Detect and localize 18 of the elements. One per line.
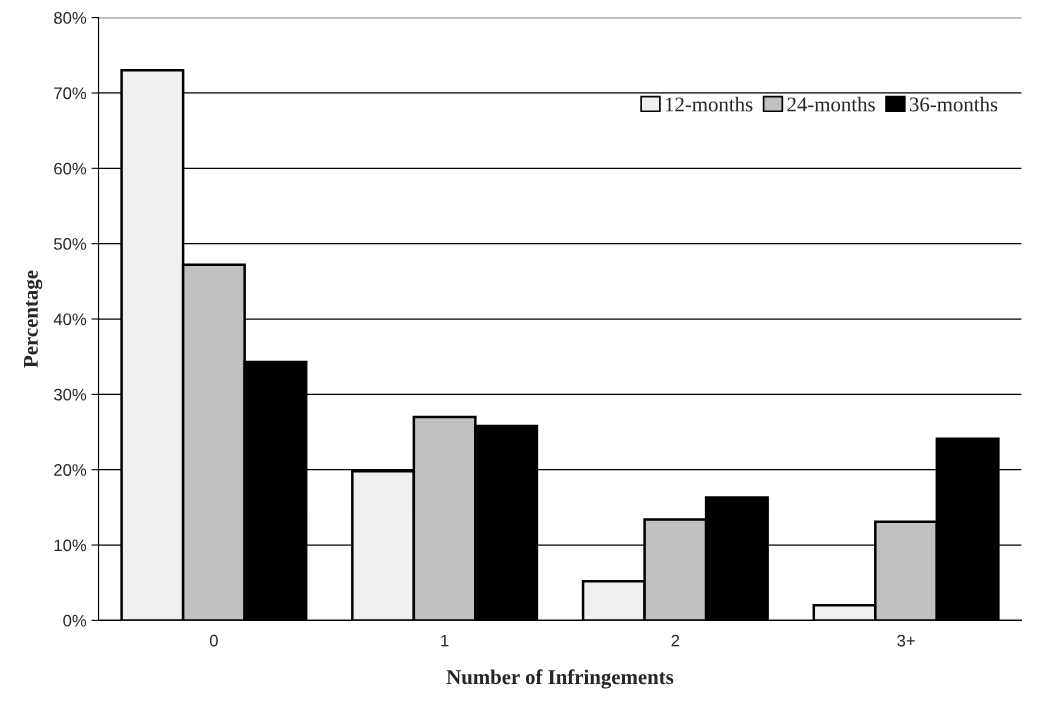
x-tick-label: 2 <box>671 634 680 647</box>
y-tick-label: 10% <box>54 539 87 552</box>
y-tick-label: 80% <box>54 12 87 24</box>
y-tick-label: 20% <box>54 464 87 476</box>
y-tick-label: 70% <box>54 87 87 100</box>
y-axis-title: Percentage <box>24 270 43 368</box>
legend-label: 36-months <box>909 96 998 112</box>
y-tick-label: 30% <box>53 388 87 401</box>
legend-label: 24-months <box>787 96 875 112</box>
x-tick-label: 1 <box>441 634 449 647</box>
y-tick-label: 50% <box>54 238 87 250</box>
x-tick-label: 3+ <box>897 634 915 647</box>
y-tick-label: 0% <box>63 614 87 627</box>
y-tick-label: 60% <box>54 162 87 175</box>
x-axis-title: Number of Infringements <box>446 669 674 689</box>
legend-label: 12-months <box>665 96 753 112</box>
y-tick-label: 40% <box>53 313 87 326</box>
x-tick-label: 0 <box>209 634 218 647</box>
